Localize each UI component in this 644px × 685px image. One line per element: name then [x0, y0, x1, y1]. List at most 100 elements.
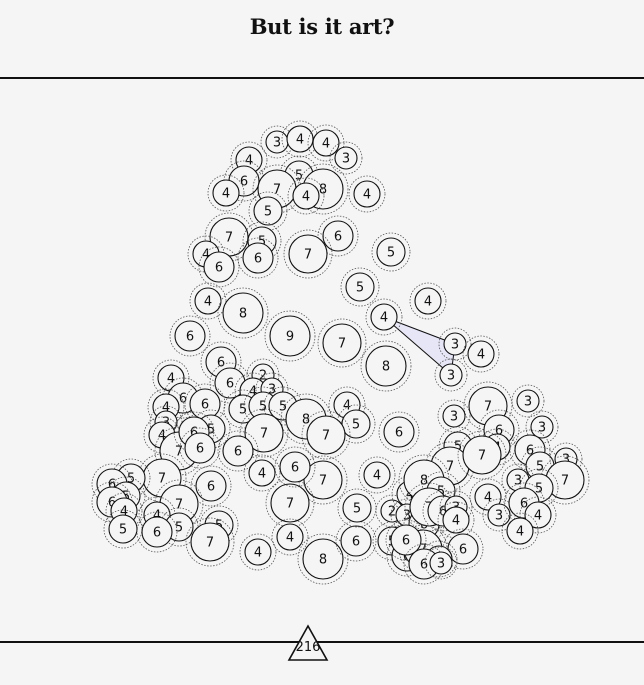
- circle-halo: [385, 519, 427, 561]
- circle-number: 4: [477, 348, 485, 363]
- circle-halo: [243, 454, 281, 492]
- circle-number: 7: [175, 498, 183, 513]
- number-circle: 3: [438, 327, 472, 361]
- circle-number: 3: [268, 383, 276, 398]
- circle-halo: [378, 411, 420, 453]
- circle-number: 5: [454, 440, 462, 455]
- circle-halo: [248, 191, 288, 231]
- circle-outline: [174, 320, 206, 352]
- circle-halo: [185, 517, 235, 567]
- number-circle: 7: [298, 455, 348, 505]
- number-circle: 6: [190, 465, 232, 507]
- circle-number: 2: [388, 505, 396, 520]
- circle-outline: [353, 180, 381, 208]
- circle-halo: [371, 232, 411, 272]
- circle-outline: [302, 538, 344, 580]
- circle-halo: [434, 358, 468, 392]
- circle-number: 5: [536, 460, 544, 475]
- circle-number: 6: [395, 426, 403, 441]
- circle-outline: [276, 523, 304, 551]
- circle-halo: [409, 282, 447, 320]
- circle-number: 7: [446, 460, 454, 475]
- circle-number: 6: [234, 445, 242, 460]
- circle-number: 4: [286, 531, 294, 546]
- number-circle: 4: [365, 298, 403, 336]
- circle-number: 4: [296, 133, 304, 148]
- circle-outline: [474, 483, 502, 511]
- circle-outline: [530, 415, 554, 439]
- number-circle: 4: [348, 175, 386, 213]
- circle-halo: [191, 409, 231, 449]
- circle-number: 5: [258, 235, 266, 250]
- number-circle: 6: [179, 427, 221, 469]
- number-circle: 7: [283, 229, 333, 279]
- circle-outline: [340, 525, 372, 557]
- circle-halo: [307, 124, 345, 162]
- circle-halo: [301, 410, 351, 460]
- circle-halo: [239, 408, 289, 458]
- circle-outline: [345, 272, 375, 302]
- circle-outline: [414, 287, 442, 315]
- circle-halo: [329, 141, 363, 175]
- circle-number: 3: [342, 152, 350, 167]
- number-circle: 3: [329, 141, 363, 175]
- circle-number: 4: [162, 401, 170, 416]
- circle-halo: [337, 488, 377, 528]
- circle-outline: [506, 517, 534, 545]
- circle-number: 5: [127, 472, 135, 487]
- circle-outline: [244, 538, 272, 566]
- circle-number: 6: [254, 252, 262, 267]
- number-circle: 6: [335, 520, 377, 562]
- circle-outline: [244, 413, 284, 453]
- number-circle: 6: [385, 519, 427, 561]
- number-circle: 4: [271, 518, 309, 556]
- number-circle: 4: [469, 478, 507, 516]
- circle-number: 5: [264, 205, 272, 220]
- circle-number: 7: [260, 427, 268, 442]
- circle-outline: [442, 404, 466, 428]
- circle-outline: [363, 461, 391, 489]
- circle-halo: [462, 335, 500, 373]
- number-circle: 6: [317, 215, 359, 257]
- circle-halo: [519, 468, 559, 508]
- circle-number: 6: [352, 535, 360, 550]
- circle-halo: [271, 518, 309, 556]
- circle-number: 6: [153, 526, 161, 541]
- circle-number: 4: [202, 248, 210, 263]
- circle-number: 4: [158, 429, 166, 444]
- circle-outline: [322, 220, 354, 252]
- number-circle: 8: [217, 287, 269, 339]
- circle-halo: [283, 229, 333, 279]
- circle-halo: [336, 404, 376, 444]
- circle-halo: [190, 465, 232, 507]
- circle-number: 4: [424, 295, 432, 310]
- circle-number: 8: [302, 413, 310, 428]
- circle-number: 5: [259, 400, 267, 415]
- bottom-divider: [0, 641, 644, 643]
- circle-outline: [222, 435, 254, 467]
- circle-number: 6: [420, 558, 428, 573]
- circle-outline: [342, 493, 372, 523]
- circle-outline: [269, 315, 311, 357]
- circle-number: 7: [273, 183, 281, 198]
- number-circle: 3: [511, 384, 545, 418]
- circle-outline: [365, 345, 407, 387]
- circle-number: 4: [516, 525, 524, 540]
- circle-number: 6: [215, 261, 223, 276]
- number-circle: 4: [287, 177, 325, 215]
- circle-number: 5: [295, 169, 303, 184]
- top-divider: [0, 77, 644, 79]
- circle-number: 7: [319, 474, 327, 489]
- circle-halo: [207, 174, 245, 212]
- circle-halo: [501, 512, 539, 550]
- circle-number: 3: [403, 509, 411, 524]
- circle-outline: [222, 292, 264, 334]
- circle-number: 6: [334, 230, 342, 245]
- circle-halo: [317, 215, 359, 257]
- circle-outline: [288, 234, 328, 274]
- circle-outline: [467, 340, 495, 368]
- circle-number: 8: [420, 474, 428, 489]
- circle-number: 7: [158, 472, 166, 487]
- circle-number: 6: [217, 356, 225, 371]
